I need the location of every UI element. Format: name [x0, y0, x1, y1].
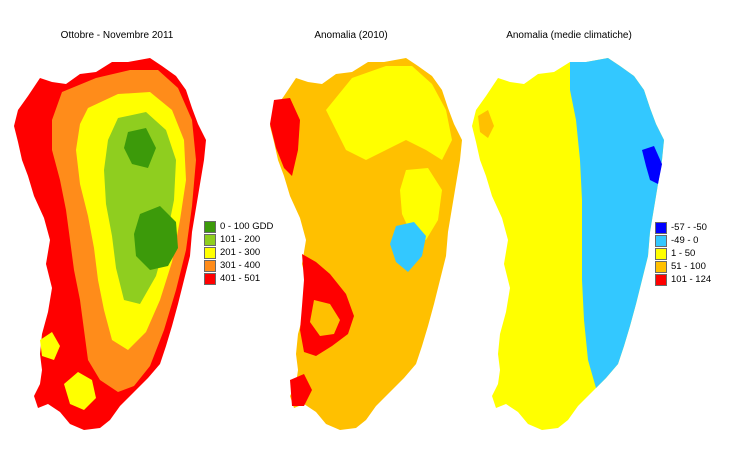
map-2-sardinia	[270, 58, 462, 430]
legend-swatch	[204, 220, 216, 233]
legend-item: 101 - 200	[204, 233, 273, 246]
legend-item: 201 - 300	[204, 246, 273, 259]
legend-item: 401 - 501	[204, 272, 273, 285]
legend-map-1: 0 - 100 GDD 101 - 200 201 - 300 301 - 40…	[204, 220, 273, 285]
legend-label: -49 - 0	[671, 235, 699, 246]
legend-label: -57 - -50	[671, 222, 707, 233]
legend-item: 301 - 400	[204, 259, 273, 272]
legend-label: 101 - 124	[671, 274, 712, 285]
legend-swatch	[655, 273, 667, 286]
legend-label: 401 - 501	[220, 273, 261, 284]
legend-item: -57 - -50	[655, 221, 711, 234]
legend-label: 0 - 100 GDD	[220, 221, 274, 232]
legend-item: 0 - 100 GDD	[204, 220, 273, 233]
legend-swatch	[204, 233, 216, 246]
legend-swatch	[204, 246, 216, 259]
legend-item: -49 - 0	[655, 234, 711, 247]
legend-swatch	[204, 259, 216, 272]
legend-map-3: -57 - -50 -49 - 0 1 - 50 51 - 100 101 - …	[655, 221, 711, 286]
legend-item: 51 - 100	[655, 260, 711, 273]
legend-swatch	[655, 260, 667, 273]
map-title-2: Anomalia (2010)	[314, 30, 388, 41]
legend-item: 101 - 124	[655, 273, 711, 286]
legend-item: 1 - 50	[655, 247, 711, 260]
legend-label: 101 - 200	[220, 234, 261, 245]
legend-label: 1 - 50	[671, 248, 696, 259]
map-3-sardinia	[472, 58, 664, 430]
legend-swatch	[655, 247, 667, 260]
legend-label: 201 - 300	[220, 247, 261, 258]
map-title-3: Anomalia (medie climatiche)	[506, 30, 632, 41]
legend-swatch	[655, 221, 667, 234]
map-1-sardinia	[14, 58, 206, 430]
legend-label: 301 - 400	[220, 260, 261, 271]
map-title-1: Ottobre - Novembre 2011	[60, 30, 174, 41]
legend-swatch	[655, 234, 667, 247]
legend-swatch	[204, 272, 216, 285]
legend-label: 51 - 100	[671, 261, 706, 272]
